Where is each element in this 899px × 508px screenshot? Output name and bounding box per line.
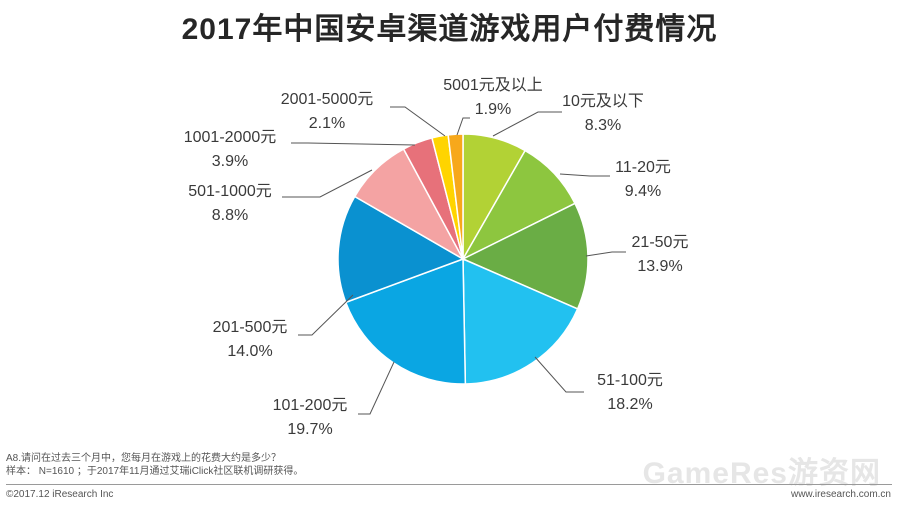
slice-label: 51-100元 <box>597 372 663 389</box>
slice-label: 101-200元 <box>273 397 348 414</box>
pie-slice <box>462 257 579 385</box>
slice-value-label: 9.4% <box>625 183 661 200</box>
watermark: GameRes游资网 <box>642 457 881 490</box>
slice-value-label: 19.7% <box>287 421 332 438</box>
slice-label: 11-20元 <box>615 159 671 176</box>
survey-question-note: A8.请问在过去三个月中，您每月在游戏上的花费大约是多少？ <box>6 453 282 464</box>
slice-label: 201-500元 <box>213 319 288 336</box>
leader-line <box>534 356 584 393</box>
slice-value-label: 3.9% <box>212 153 248 170</box>
leader-line <box>492 111 562 137</box>
chart-title: 2017年中国安卓渠道游戏用户付费情况 <box>181 13 718 46</box>
slice-value-label: 2.1% <box>309 115 345 132</box>
pie-slice <box>337 195 465 304</box>
slice-value-label: 14.0% <box>227 343 272 360</box>
leader-line <box>291 142 416 146</box>
slice-label: 5001元及以上 <box>443 76 543 94</box>
copyright: ©2017.12 iResearch Inc <box>6 489 114 500</box>
pie-slice <box>344 257 467 385</box>
leader-line <box>282 169 373 198</box>
slice-value-label: 8.3% <box>585 117 621 134</box>
website-link[interactable]: www.iresearch.com.cn <box>790 489 891 500</box>
pie-slice <box>447 133 464 260</box>
leader-line <box>585 251 626 257</box>
leader-line <box>358 361 395 415</box>
slice-value-label: 18.2% <box>607 396 652 413</box>
slice-label: 501-1000元 <box>188 183 272 200</box>
slice-value-label: 8.8% <box>212 207 248 224</box>
leader-line <box>390 106 446 137</box>
slice-label: 10元及以下 <box>562 93 644 110</box>
sample-note: 样本： N=1610 ；于2017年11月通过艾瑞iClick社区联机调研获得。 <box>6 466 304 477</box>
slice-label: 2001-5000元 <box>281 91 374 108</box>
leader-line <box>559 173 610 177</box>
leader-line <box>456 117 470 136</box>
footer-divider <box>6 484 892 485</box>
slice-label: 21-50元 <box>632 234 689 251</box>
slice-value-label: 1.9% <box>475 101 511 118</box>
slice-value-label: 13.9% <box>637 258 682 275</box>
leader-line <box>298 294 354 336</box>
slice-label: 1001-2000元 <box>184 129 277 146</box>
